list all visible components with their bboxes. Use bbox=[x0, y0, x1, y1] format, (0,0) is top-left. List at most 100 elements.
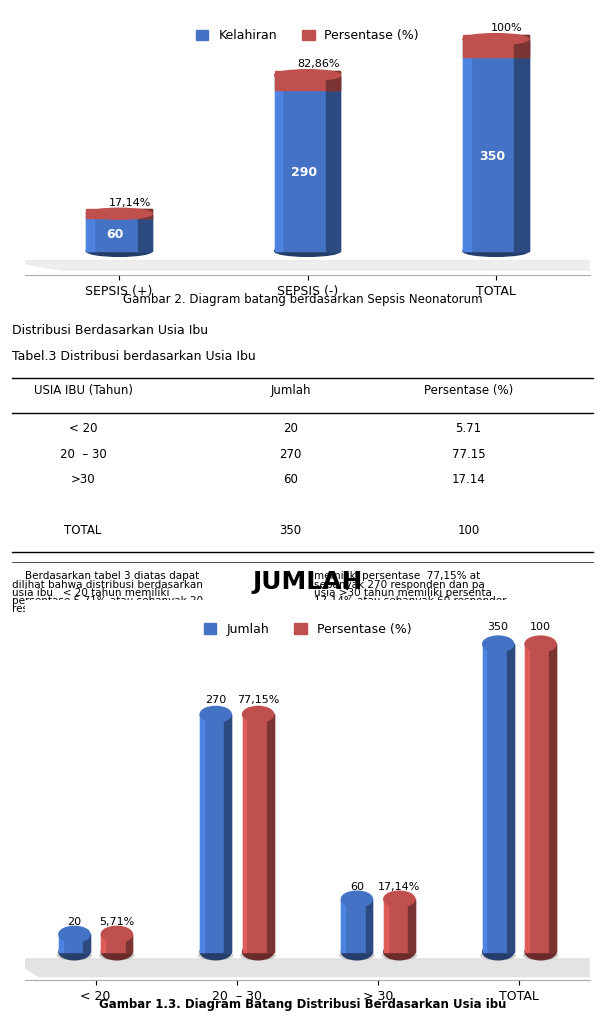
Bar bbox=[101, 935, 105, 952]
Text: 17,14%: 17,14% bbox=[110, 197, 152, 207]
Ellipse shape bbox=[382, 951, 416, 960]
Ellipse shape bbox=[481, 951, 515, 960]
Bar bbox=[86, 210, 152, 218]
Bar bbox=[463, 35, 529, 56]
Bar bbox=[125, 935, 132, 952]
Text: 290: 290 bbox=[290, 165, 317, 179]
Bar bbox=[59, 935, 90, 952]
Bar bbox=[384, 899, 415, 952]
Ellipse shape bbox=[101, 944, 132, 960]
Text: 17,14%: 17,14% bbox=[378, 882, 420, 892]
Polygon shape bbox=[11, 959, 605, 977]
Ellipse shape bbox=[525, 944, 556, 960]
Ellipse shape bbox=[341, 944, 373, 960]
Legend: Kelahiran, Persentase (%): Kelahiran, Persentase (%) bbox=[191, 25, 424, 47]
Text: usia ibu   < 20 tahun memiliki: usia ibu < 20 tahun memiliki bbox=[12, 587, 169, 598]
Ellipse shape bbox=[463, 34, 529, 44]
Bar bbox=[514, 35, 529, 56]
Text: >30: >30 bbox=[71, 473, 96, 486]
Ellipse shape bbox=[200, 944, 231, 960]
Text: Gambar 1.3. Diagram Batang Distribusi Berdasarkan Usia ibu: Gambar 1.3. Diagram Batang Distribusi Be… bbox=[99, 997, 506, 1011]
Bar bbox=[83, 935, 90, 952]
Bar bbox=[243, 715, 246, 952]
Bar bbox=[137, 210, 152, 218]
Bar bbox=[59, 935, 63, 952]
Text: 270: 270 bbox=[205, 695, 226, 705]
Bar bbox=[224, 715, 231, 952]
Text: 5,71%: 5,71% bbox=[99, 917, 134, 927]
Text: < 20: < 20 bbox=[69, 422, 97, 435]
Legend: Jumlah, Persentase (%): Jumlah, Persentase (%) bbox=[199, 617, 416, 641]
Bar bbox=[514, 40, 529, 251]
Text: 100%: 100% bbox=[491, 23, 523, 33]
Bar bbox=[365, 899, 373, 952]
Ellipse shape bbox=[525, 636, 556, 652]
Bar bbox=[408, 899, 415, 952]
Ellipse shape bbox=[384, 891, 415, 907]
Bar bbox=[101, 935, 132, 952]
Text: dilihat bahwa distribusi berdasarkan: dilihat bahwa distribusi berdasarkan bbox=[12, 579, 203, 589]
Text: usia >30 tahun memiliki persenta: usia >30 tahun memiliki persenta bbox=[315, 587, 492, 598]
Text: 77,15%: 77,15% bbox=[237, 695, 280, 705]
Ellipse shape bbox=[523, 951, 558, 960]
Text: 17.14: 17.14 bbox=[452, 473, 485, 486]
Ellipse shape bbox=[101, 926, 132, 942]
Bar bbox=[275, 71, 341, 90]
Bar bbox=[267, 715, 273, 952]
Ellipse shape bbox=[243, 707, 273, 722]
Bar bbox=[86, 215, 94, 251]
Ellipse shape bbox=[275, 70, 341, 80]
Ellipse shape bbox=[59, 944, 90, 960]
Ellipse shape bbox=[198, 951, 233, 960]
Text: responden, pada usia 20-30 tahun: responden, pada usia 20-30 tahun bbox=[12, 605, 191, 614]
Text: sebanyak 270 responden dan pa: sebanyak 270 responden dan pa bbox=[315, 579, 485, 589]
Text: 60: 60 bbox=[106, 228, 124, 241]
Ellipse shape bbox=[100, 951, 134, 960]
Text: persentase 5.71% atau sebanyak 20: persentase 5.71% atau sebanyak 20 bbox=[12, 597, 203, 606]
Text: 350: 350 bbox=[488, 621, 509, 632]
Text: Distribusi Berdasarkan Usia Ibu: Distribusi Berdasarkan Usia Ibu bbox=[12, 325, 208, 337]
Ellipse shape bbox=[483, 944, 514, 960]
Text: 350: 350 bbox=[479, 150, 505, 162]
Bar bbox=[326, 76, 341, 251]
Text: 60: 60 bbox=[350, 882, 364, 892]
Ellipse shape bbox=[86, 208, 152, 219]
Text: 350: 350 bbox=[280, 524, 302, 537]
Ellipse shape bbox=[57, 951, 91, 960]
Title: JUMLAH: JUMLAH bbox=[252, 570, 362, 594]
Polygon shape bbox=[6, 261, 605, 270]
Ellipse shape bbox=[275, 245, 341, 257]
Bar bbox=[525, 644, 556, 952]
Text: 20: 20 bbox=[283, 422, 298, 435]
Bar bbox=[326, 71, 341, 90]
Text: Gambar 2. Diagram batang berdasarkan Sepsis Neonatorum: Gambar 2. Diagram batang berdasarkan Sep… bbox=[123, 293, 482, 305]
Bar bbox=[86, 215, 152, 251]
Bar bbox=[243, 715, 273, 952]
Ellipse shape bbox=[200, 707, 231, 722]
Ellipse shape bbox=[340, 951, 374, 960]
Ellipse shape bbox=[86, 245, 152, 257]
Text: memiliki persentase  77,15% at: memiliki persentase 77,15% at bbox=[315, 571, 480, 581]
Text: 17.14% atau sebanyak 60 responder: 17.14% atau sebanyak 60 responder bbox=[315, 597, 507, 606]
Bar bbox=[341, 899, 345, 952]
Bar bbox=[525, 644, 529, 952]
Title: KELAHIRAN: KELAHIRAN bbox=[227, 0, 388, 4]
Text: 5.71: 5.71 bbox=[456, 422, 482, 435]
Bar bbox=[341, 899, 373, 952]
Bar bbox=[463, 40, 471, 251]
Text: 60: 60 bbox=[283, 473, 298, 486]
Text: 100: 100 bbox=[530, 621, 551, 632]
Bar bbox=[275, 76, 341, 251]
Bar bbox=[483, 644, 486, 952]
Bar bbox=[275, 76, 283, 251]
Text: 270: 270 bbox=[280, 448, 302, 461]
Bar bbox=[549, 644, 556, 952]
Bar bbox=[507, 644, 514, 952]
Ellipse shape bbox=[483, 636, 514, 652]
Ellipse shape bbox=[463, 245, 529, 257]
Bar bbox=[137, 215, 152, 251]
Text: 82,86%: 82,86% bbox=[298, 59, 340, 69]
Text: Tabel.3 Distribusi berdasarkan Usia Ibu: Tabel.3 Distribusi berdasarkan Usia Ibu bbox=[12, 349, 256, 363]
Text: 20  – 30: 20 – 30 bbox=[60, 448, 106, 461]
Bar bbox=[200, 715, 204, 952]
